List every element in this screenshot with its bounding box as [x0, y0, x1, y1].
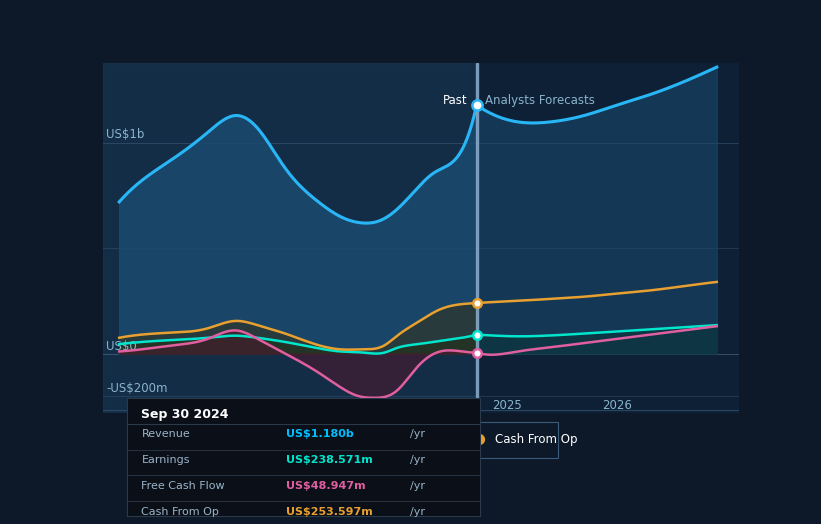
Text: US$1.180b: US$1.180b — [287, 429, 354, 439]
Text: Analysts Forecasts: Analysts Forecasts — [485, 94, 595, 107]
Point — [346, 435, 359, 444]
Point — [470, 299, 484, 307]
Text: /yr: /yr — [410, 455, 424, 465]
Text: 2026: 2026 — [603, 399, 632, 411]
Point — [470, 331, 484, 339]
Text: Revenue: Revenue — [158, 433, 209, 446]
Text: US$238.571m: US$238.571m — [287, 455, 373, 465]
Point — [135, 435, 149, 444]
Text: -US$200m: -US$200m — [106, 381, 167, 395]
Point — [244, 435, 257, 444]
Text: Cash From Op: Cash From Op — [495, 433, 578, 446]
Text: Free Cash Flow: Free Cash Flow — [141, 481, 225, 491]
Text: /yr: /yr — [410, 429, 424, 439]
Point — [473, 435, 486, 444]
Text: US$253.597m: US$253.597m — [287, 507, 373, 517]
Text: US$48.947m: US$48.947m — [287, 481, 365, 491]
Text: Sep 30 2024: Sep 30 2024 — [141, 408, 229, 421]
Text: /yr: /yr — [410, 481, 424, 491]
Text: Free Cash Flow: Free Cash Flow — [368, 433, 456, 446]
Text: 2024: 2024 — [381, 399, 410, 411]
Text: US$1b: US$1b — [106, 128, 144, 141]
Bar — [103, 63, 477, 412]
Text: 2025: 2025 — [492, 399, 521, 411]
Text: Cash From Op: Cash From Op — [141, 507, 219, 517]
Point — [470, 348, 484, 357]
Text: Earnings: Earnings — [266, 433, 318, 446]
Text: 2023: 2023 — [270, 399, 300, 411]
Text: Revenue: Revenue — [141, 429, 190, 439]
Text: /yr: /yr — [410, 507, 424, 517]
Text: 2022: 2022 — [159, 399, 190, 411]
Text: Past: Past — [443, 94, 468, 107]
Bar — [475, 63, 478, 412]
Text: Earnings: Earnings — [141, 455, 190, 465]
Point — [470, 101, 484, 109]
Text: US$0: US$0 — [106, 340, 136, 353]
